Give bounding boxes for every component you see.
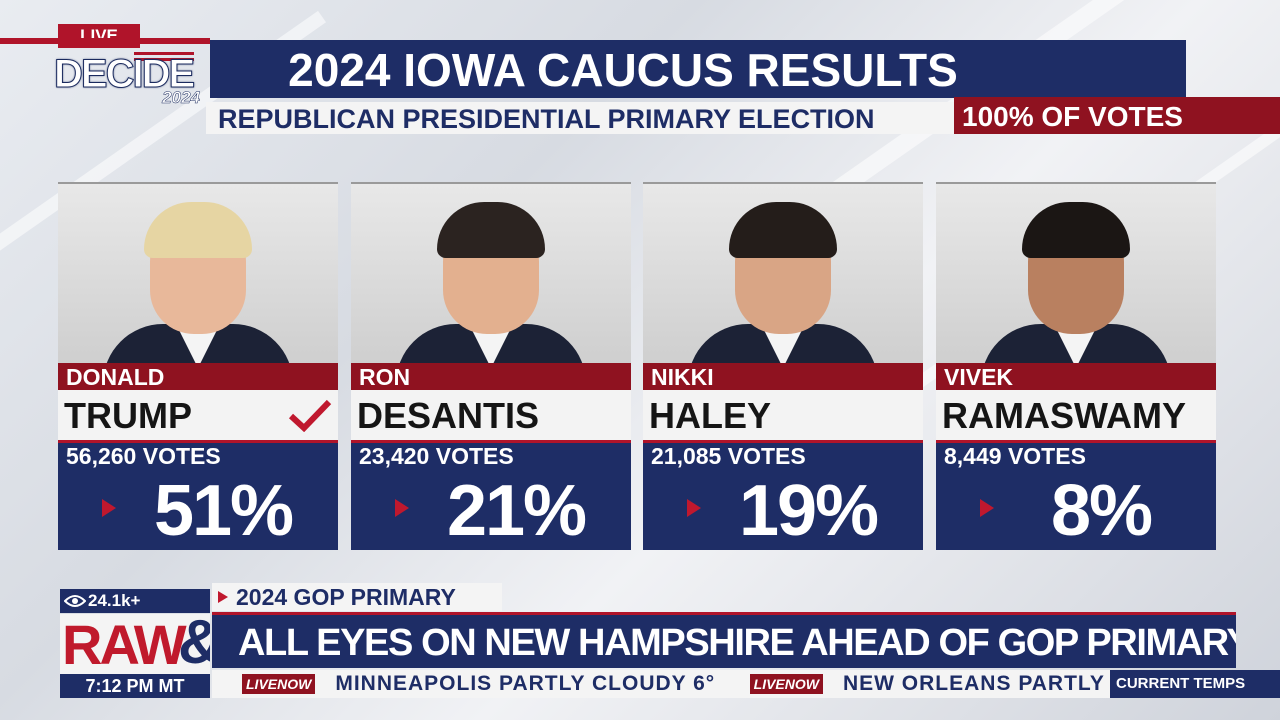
logo-year: 2024 (162, 88, 200, 108)
candidate-card: NIKKI HALEY 21,085 VOTES 19% (643, 182, 923, 551)
candidate-first-name: RON (351, 363, 631, 390)
topic-label: 2024 GOP PRIMARY (212, 583, 502, 611)
title-accent-stripe (0, 38, 210, 44)
candidate-last-name: RAMASWAMY (936, 390, 1216, 440)
candidate-percent: 51% (153, 471, 294, 551)
candidate-photo (643, 182, 923, 363)
candidate-photo (936, 182, 1216, 363)
logo-word: DECIDE (53, 52, 195, 97)
play-arrow-icon (395, 499, 409, 517)
ticker-item: LIVENOW MINNEAPOLIS PARTLY CLOUDY 6° (212, 670, 715, 698)
topic-text: 2024 GOP PRIMARY (236, 584, 456, 610)
candidate-hair (437, 202, 545, 258)
candidate-stats: 21,085 VOTES 19% (643, 440, 923, 551)
news-ticker: LIVENOW MINNEAPOLIS PARTLY CLOUDY 6° LIVE… (212, 670, 1110, 698)
logo-stripe (134, 58, 194, 61)
candidate-votes: 23,420 VOTES (359, 443, 514, 469)
show-logo-amp: & (178, 614, 210, 674)
candidate-votes: 56,260 VOTES (66, 443, 221, 469)
candidate-first-name: VIVEK (936, 363, 1216, 390)
play-arrow-icon (980, 499, 994, 517)
live-badge: LIVE (58, 24, 140, 48)
candidate-first-name: NIKKI (643, 363, 923, 390)
candidate-first-name: DONALD (58, 363, 338, 390)
candidate-hair (144, 202, 252, 258)
clock: 7:12 PM MT (60, 674, 210, 698)
candidate-hair (729, 202, 837, 258)
show-logo-text: RAW (62, 614, 187, 674)
candidate-votes: 21,085 VOTES (651, 443, 806, 469)
viewer-count: 24.1k+ (60, 589, 210, 613)
ticker-item: LIVENOW NEW ORLEANS PARTLY C (720, 670, 1110, 698)
candidate-last-name: HALEY (643, 390, 923, 440)
candidate-percent: 19% (738, 471, 879, 551)
candidate-stats: 8,449 VOTES 8% (936, 440, 1216, 551)
candidate-last-name: TRUMP (58, 390, 338, 440)
headline: ALL EYES ON NEW HAMPSHIRE AHEAD OF GOP P… (212, 612, 1236, 668)
page-title: 2024 IOWA CAUCUS RESULTS (288, 44, 958, 96)
winner-check-icon (288, 399, 332, 432)
candidate-votes: 8,449 VOTES (944, 443, 1086, 469)
livenow-logo: LIVENOW (749, 674, 823, 694)
livenow-logo: LIVENOW (242, 674, 316, 694)
ticker-text: MINNEAPOLIS PARTLY CLOUDY 6° (335, 672, 716, 695)
candidate-last-name: DESANTIS (351, 390, 631, 440)
eye-icon (64, 595, 86, 607)
topic-arrow-icon (218, 591, 228, 603)
candidate-photo (351, 182, 631, 363)
show-logo: RAW & (60, 614, 210, 674)
candidate-card: VIVEK RAMASWAMY 8,449 VOTES 8% (936, 182, 1216, 551)
candidate-stats: 56,260 VOTES 51% (58, 440, 338, 551)
decide-2024-logo: LIVE DECIDE 2024 (48, 22, 208, 114)
candidate-card: RON DESANTIS 23,420 VOTES 21% (351, 182, 631, 551)
votes-reported-badge: 100% OF VOTES (954, 97, 1280, 134)
candidate-percent: 8% (1050, 471, 1153, 551)
candidate-percent: 21% (446, 471, 587, 551)
page-subtitle: REPUBLICAN PRESIDENTIAL PRIMARY ELECTION (206, 102, 954, 134)
ticker-label: CURRENT TEMPS (1110, 670, 1280, 698)
candidate-card: DONALD TRUMP 56,260 VOTES 51% (58, 182, 338, 551)
ticker-text: NEW ORLEANS PARTLY C (842, 672, 1110, 695)
play-arrow-icon (687, 499, 701, 517)
candidate-photo (58, 182, 338, 363)
candidate-stats: 23,420 VOTES 21% (351, 440, 631, 551)
candidate-hair (1022, 202, 1130, 258)
title-bar (210, 40, 1186, 98)
logo-stripe (134, 52, 194, 55)
play-arrow-icon (102, 499, 116, 517)
viewer-count-value: 24.1k+ (88, 591, 141, 610)
